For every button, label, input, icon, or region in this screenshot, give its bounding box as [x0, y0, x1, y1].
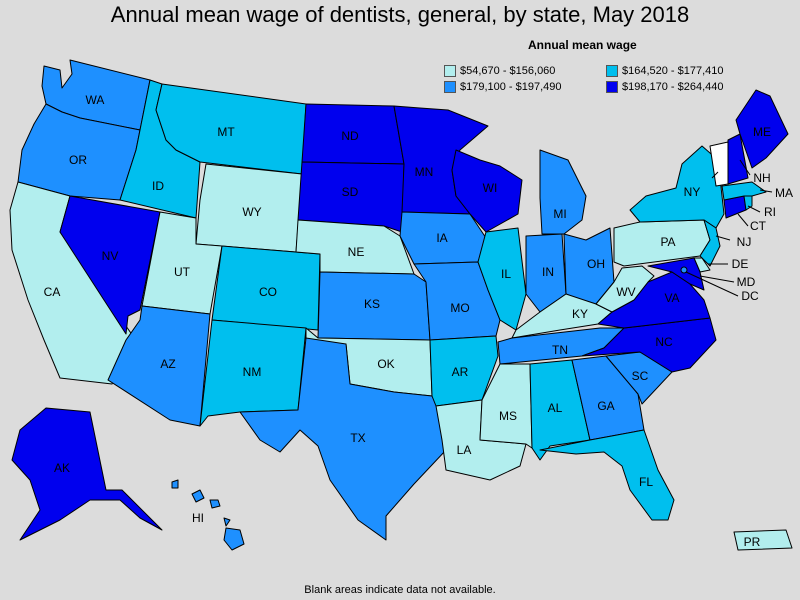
state-label-ga: GA: [597, 399, 614, 413]
state-label-mn: MN: [415, 165, 434, 179]
state-dc[interactable]: [680, 266, 688, 274]
leader-line: [699, 275, 735, 283]
legend-title: Annual mean wage: [528, 38, 637, 52]
leader-line: [715, 235, 731, 241]
state-az[interactable]: [107, 305, 211, 427]
legend-swatch: [444, 81, 456, 93]
state-label-va: VA: [664, 291, 679, 305]
state-label-ks: KS: [364, 297, 380, 311]
state-label-nv: NV: [102, 249, 119, 263]
legend-item: $54,670 - $156,060: [444, 64, 606, 78]
state-sd[interactable]: [297, 161, 405, 233]
state-label-sc: SC: [632, 369, 649, 383]
legend-swatch: [444, 65, 456, 77]
leader-line: [737, 213, 749, 227]
state-label-ny: NY: [684, 185, 701, 199]
state-wv[interactable]: [595, 265, 655, 313]
state-label-wi: WI: [483, 181, 498, 195]
state-label-fl: FL: [639, 475, 653, 489]
state-ak[interactable]: [11, 407, 163, 541]
state-ma[interactable]: [721, 181, 767, 201]
state-label-mt: MT: [217, 125, 235, 139]
state-il[interactable]: [477, 227, 527, 331]
legend-item: $179,100 - $197,490: [444, 80, 606, 94]
state-pr[interactable]: [733, 529, 793, 551]
legend-swatch: [606, 65, 618, 77]
state-label-nd: ND: [341, 129, 359, 143]
state-md[interactable]: [647, 257, 705, 291]
state-label-me: ME: [753, 125, 771, 139]
state-label-az: AZ: [160, 357, 175, 371]
legend-item: $164,520 - $177,410: [606, 64, 776, 78]
leader-line: [685, 271, 739, 297]
state-label-ct: CT: [750, 219, 767, 233]
state-label-wy: WY: [242, 205, 261, 219]
state-label-ut: UT: [174, 265, 191, 279]
state-label-id: ID: [152, 179, 164, 193]
leader-line: [747, 205, 761, 213]
state-label-al: AL: [548, 401, 563, 415]
state-label-il: IL: [501, 267, 511, 281]
state-label-wv: WV: [616, 285, 635, 299]
leader-line: [711, 171, 719, 179]
leader-line: [739, 159, 751, 176]
state-wi[interactable]: [451, 149, 523, 233]
state-nc[interactable]: [581, 317, 717, 373]
state-label-ky: KY: [572, 307, 588, 321]
state-label-pa: PA: [660, 235, 675, 249]
state-label-tx: TX: [350, 431, 365, 445]
state-label-oh: OH: [587, 257, 605, 271]
state-me[interactable]: [735, 89, 789, 169]
state-label-ne: NE: [348, 245, 365, 259]
state-label-nh: NH: [753, 171, 770, 185]
state-label-tn: TN: [552, 343, 568, 357]
state-label-ma: MA: [775, 186, 793, 200]
legend-label: $164,520 - $177,410: [622, 65, 724, 77]
state-label-md: MD: [737, 275, 756, 289]
leader-line: [759, 189, 773, 193]
state-label-ri: RI: [764, 205, 776, 219]
state-label-in: IN: [542, 265, 554, 279]
state-label-ak: AK: [54, 461, 70, 475]
state-ny[interactable]: [629, 145, 725, 229]
legend-label: $54,670 - $156,060: [460, 65, 556, 77]
state-nh[interactable]: [727, 133, 749, 185]
legend: $54,670 - $156,060 $164,520 - $177,410 $…: [444, 64, 784, 94]
state-label-ca: CA: [44, 285, 61, 299]
state-label-sd: SD: [342, 185, 359, 199]
legend-swatch: [606, 81, 618, 93]
state-label-mi: MI: [553, 207, 566, 221]
state-mi[interactable]: [539, 149, 587, 235]
state-label-nj: NJ: [737, 235, 752, 249]
legend-label: $179,100 - $197,490: [460, 81, 562, 93]
state-label-ia: IA: [436, 231, 447, 245]
state-label-ms: MS: [499, 409, 517, 423]
legend-label: $198,170 - $264,440: [622, 81, 724, 93]
state-label-nc: NC: [655, 335, 673, 349]
state-hi[interactable]: [171, 479, 245, 551]
state-ga[interactable]: [571, 355, 645, 441]
state-label-nm: NM: [243, 365, 262, 379]
state-label-hi: HI: [192, 511, 204, 525]
map-title: Annual mean wage of dentists, general, b…: [110, 2, 690, 27]
state-label-co: CO: [259, 285, 277, 299]
state-label-wa: WA: [86, 93, 105, 107]
state-tx[interactable]: [239, 337, 447, 541]
state-label-or: OR: [69, 153, 87, 167]
state-label-ok: OK: [377, 357, 394, 371]
state-fl[interactable]: [539, 429, 675, 521]
state-label-pr: PR: [744, 535, 761, 549]
legend-item: $198,170 - $264,440: [606, 80, 776, 94]
state-nj[interactable]: [699, 219, 721, 267]
footnote: Blank areas indicate data not available.: [304, 584, 496, 596]
state-label-mo: MO: [450, 301, 469, 315]
state-label-dc: DC: [741, 289, 759, 303]
state-label-ar: AR: [452, 365, 469, 379]
state-label-de: DE: [732, 257, 749, 271]
state-label-la: LA: [457, 443, 472, 457]
